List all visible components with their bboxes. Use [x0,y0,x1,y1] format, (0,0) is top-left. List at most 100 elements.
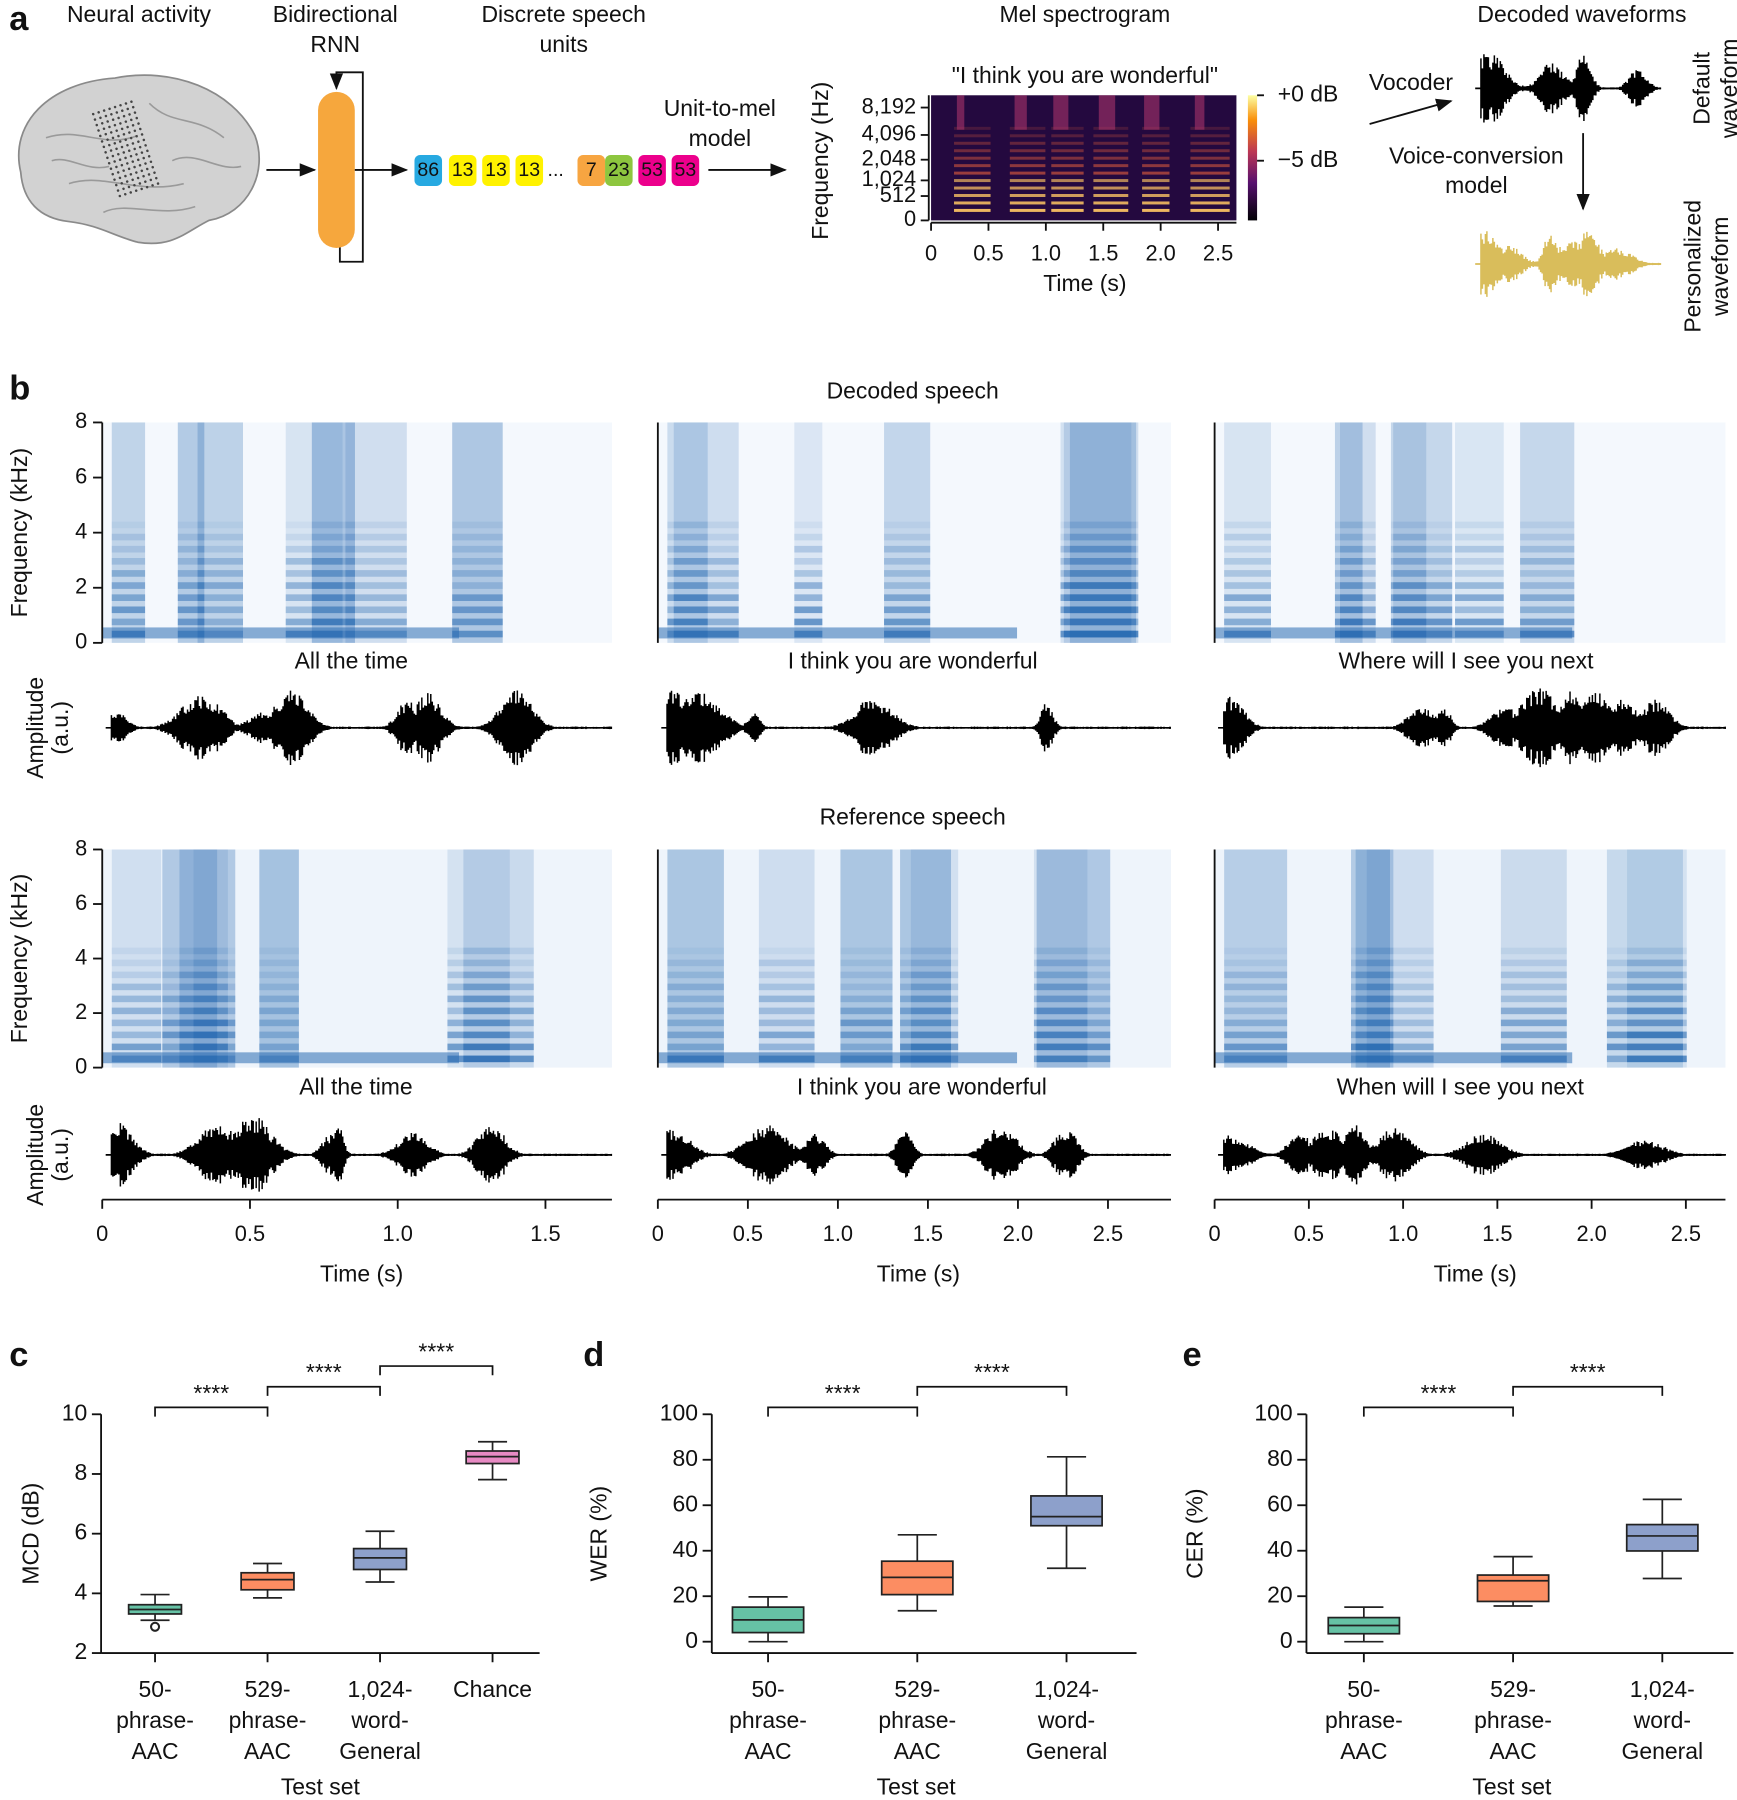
spectrogram-harmonic [463,983,534,991]
spectrogram-harmonic [111,618,146,626]
spectrogram-harmonic [1390,594,1453,601]
spectrogram-harmonic [1063,582,1139,589]
spectrogram-harmonic [193,995,228,1003]
spectrogram-harmonic [177,521,205,529]
x-tick-label: 0.5 [235,1221,265,1246]
spectrogram-harmonic [1455,570,1504,577]
caption: I think you are wonderful [788,647,1038,673]
y-tick-label: 8 [75,835,87,860]
spectrogram-harmonic [345,606,407,614]
electrode [106,120,109,123]
spectrogram-harmonic [179,1019,218,1027]
mel-harmonic [1142,164,1170,168]
electrode [113,105,117,109]
spectrogram-harmonic [311,558,355,565]
spectrogram-harmonic [1355,1019,1394,1027]
spectrogram-harmonic [1033,1043,1088,1051]
spectrogram-harmonic [111,558,146,565]
spectrogram-harmonic [1224,971,1288,979]
spectrogram-harmonic [1036,1055,1111,1063]
spectrogram-column [447,849,510,1068]
spectrogram-harmonic [667,570,708,577]
spectrogram-harmonic [193,959,228,967]
spectrogram-harmonic [1069,630,1137,638]
caption: I think you are wonderful [797,1073,1047,1099]
spectrogram-harmonic [197,521,244,529]
y-axis-label: MCD (dB) [17,1483,43,1585]
electrode [117,116,120,120]
spectrogram-harmonic [667,545,708,553]
electrode [102,145,106,149]
electrode [146,149,149,153]
spectrogram-harmonic [1340,594,1376,601]
spectrogram-background [102,849,612,1068]
spectrogram-harmonic [452,594,503,601]
spectrogram-harmonic [1340,521,1376,529]
y-tick-label: 80 [1267,1445,1293,1471]
y-tick-label: 20 [673,1581,699,1607]
spectrogram-harmonic [794,545,823,553]
electrode [99,134,102,138]
spectrogram-background [657,849,1171,1068]
speech-unit [482,154,510,186]
spectrogram-column [463,849,534,1068]
spectrogram-harmonic [197,594,244,601]
spectrogram-column [259,849,299,1068]
spectrogram-harmonic [259,947,299,955]
electrode [117,152,120,156]
electrode [124,192,127,196]
speech-unit-label: 7 [586,159,597,181]
step-title: Unit-to-mel model [664,95,776,151]
spectrogram-harmonic [1224,545,1271,553]
spectrogram-harmonic [840,1031,893,1039]
x-tick-label: Chance [453,1676,532,1702]
electrode [118,176,122,180]
spectrogram-column [758,849,815,1068]
spectrogram-harmonic [840,983,893,991]
spectrogram-harmonic [162,1007,236,1015]
spectrogram-column [1351,849,1390,1068]
spectrogram-harmonic [447,995,510,1003]
speech-unit [638,154,666,186]
spectrogram-harmonic [1036,1031,1111,1039]
electrode [124,156,127,160]
spectrogram-harmonic [1393,618,1427,626]
electrode [131,178,134,182]
spectrogram-harmonic [452,582,503,589]
box [240,1571,295,1591]
x-tick-label: 2.5 [1203,241,1233,266]
spectrogram-harmonic [667,594,708,601]
mel-burst [1144,95,1160,130]
spectrogram-harmonic [311,521,355,529]
spectrogram-harmonic [667,995,724,1003]
spectrogram-harmonic [162,995,236,1003]
spectrogram-harmonic [910,995,959,1003]
x-tick-label: 1.0 [1031,241,1061,266]
spectrogram-column [179,849,218,1068]
spectrogram-background [1214,422,1726,643]
spectrogram-harmonic [1355,1031,1394,1039]
electrode [127,167,131,171]
electrode [108,125,111,129]
spectrogram-harmonic [1033,947,1088,955]
y-tick-label: 6 [75,890,87,915]
spectrogram-harmonic [1520,570,1575,577]
spectrogram-low-band [1214,627,1573,639]
spectrogram-harmonic [1366,971,1434,979]
spectrogram-harmonic [1627,1043,1687,1051]
spectrogram-harmonic [311,545,355,553]
spectrogram-harmonic [794,533,823,541]
electrode [133,111,137,114]
electrode [145,167,149,171]
mel-harmonic [1142,194,1170,197]
y-axis-label: Frequency (Hz) [807,82,833,240]
spectrogram-harmonic [259,1031,299,1039]
spectrogram-harmonic [1500,959,1567,967]
electrode [124,174,127,178]
spectrogram-harmonic [667,1031,724,1039]
spectrogram-harmonic [1393,521,1427,529]
spectrogram-harmonic [1366,995,1434,1003]
mel-burst [1098,95,1116,130]
spectrogram-harmonic [463,995,534,1003]
spectrogram-column [1036,849,1111,1068]
